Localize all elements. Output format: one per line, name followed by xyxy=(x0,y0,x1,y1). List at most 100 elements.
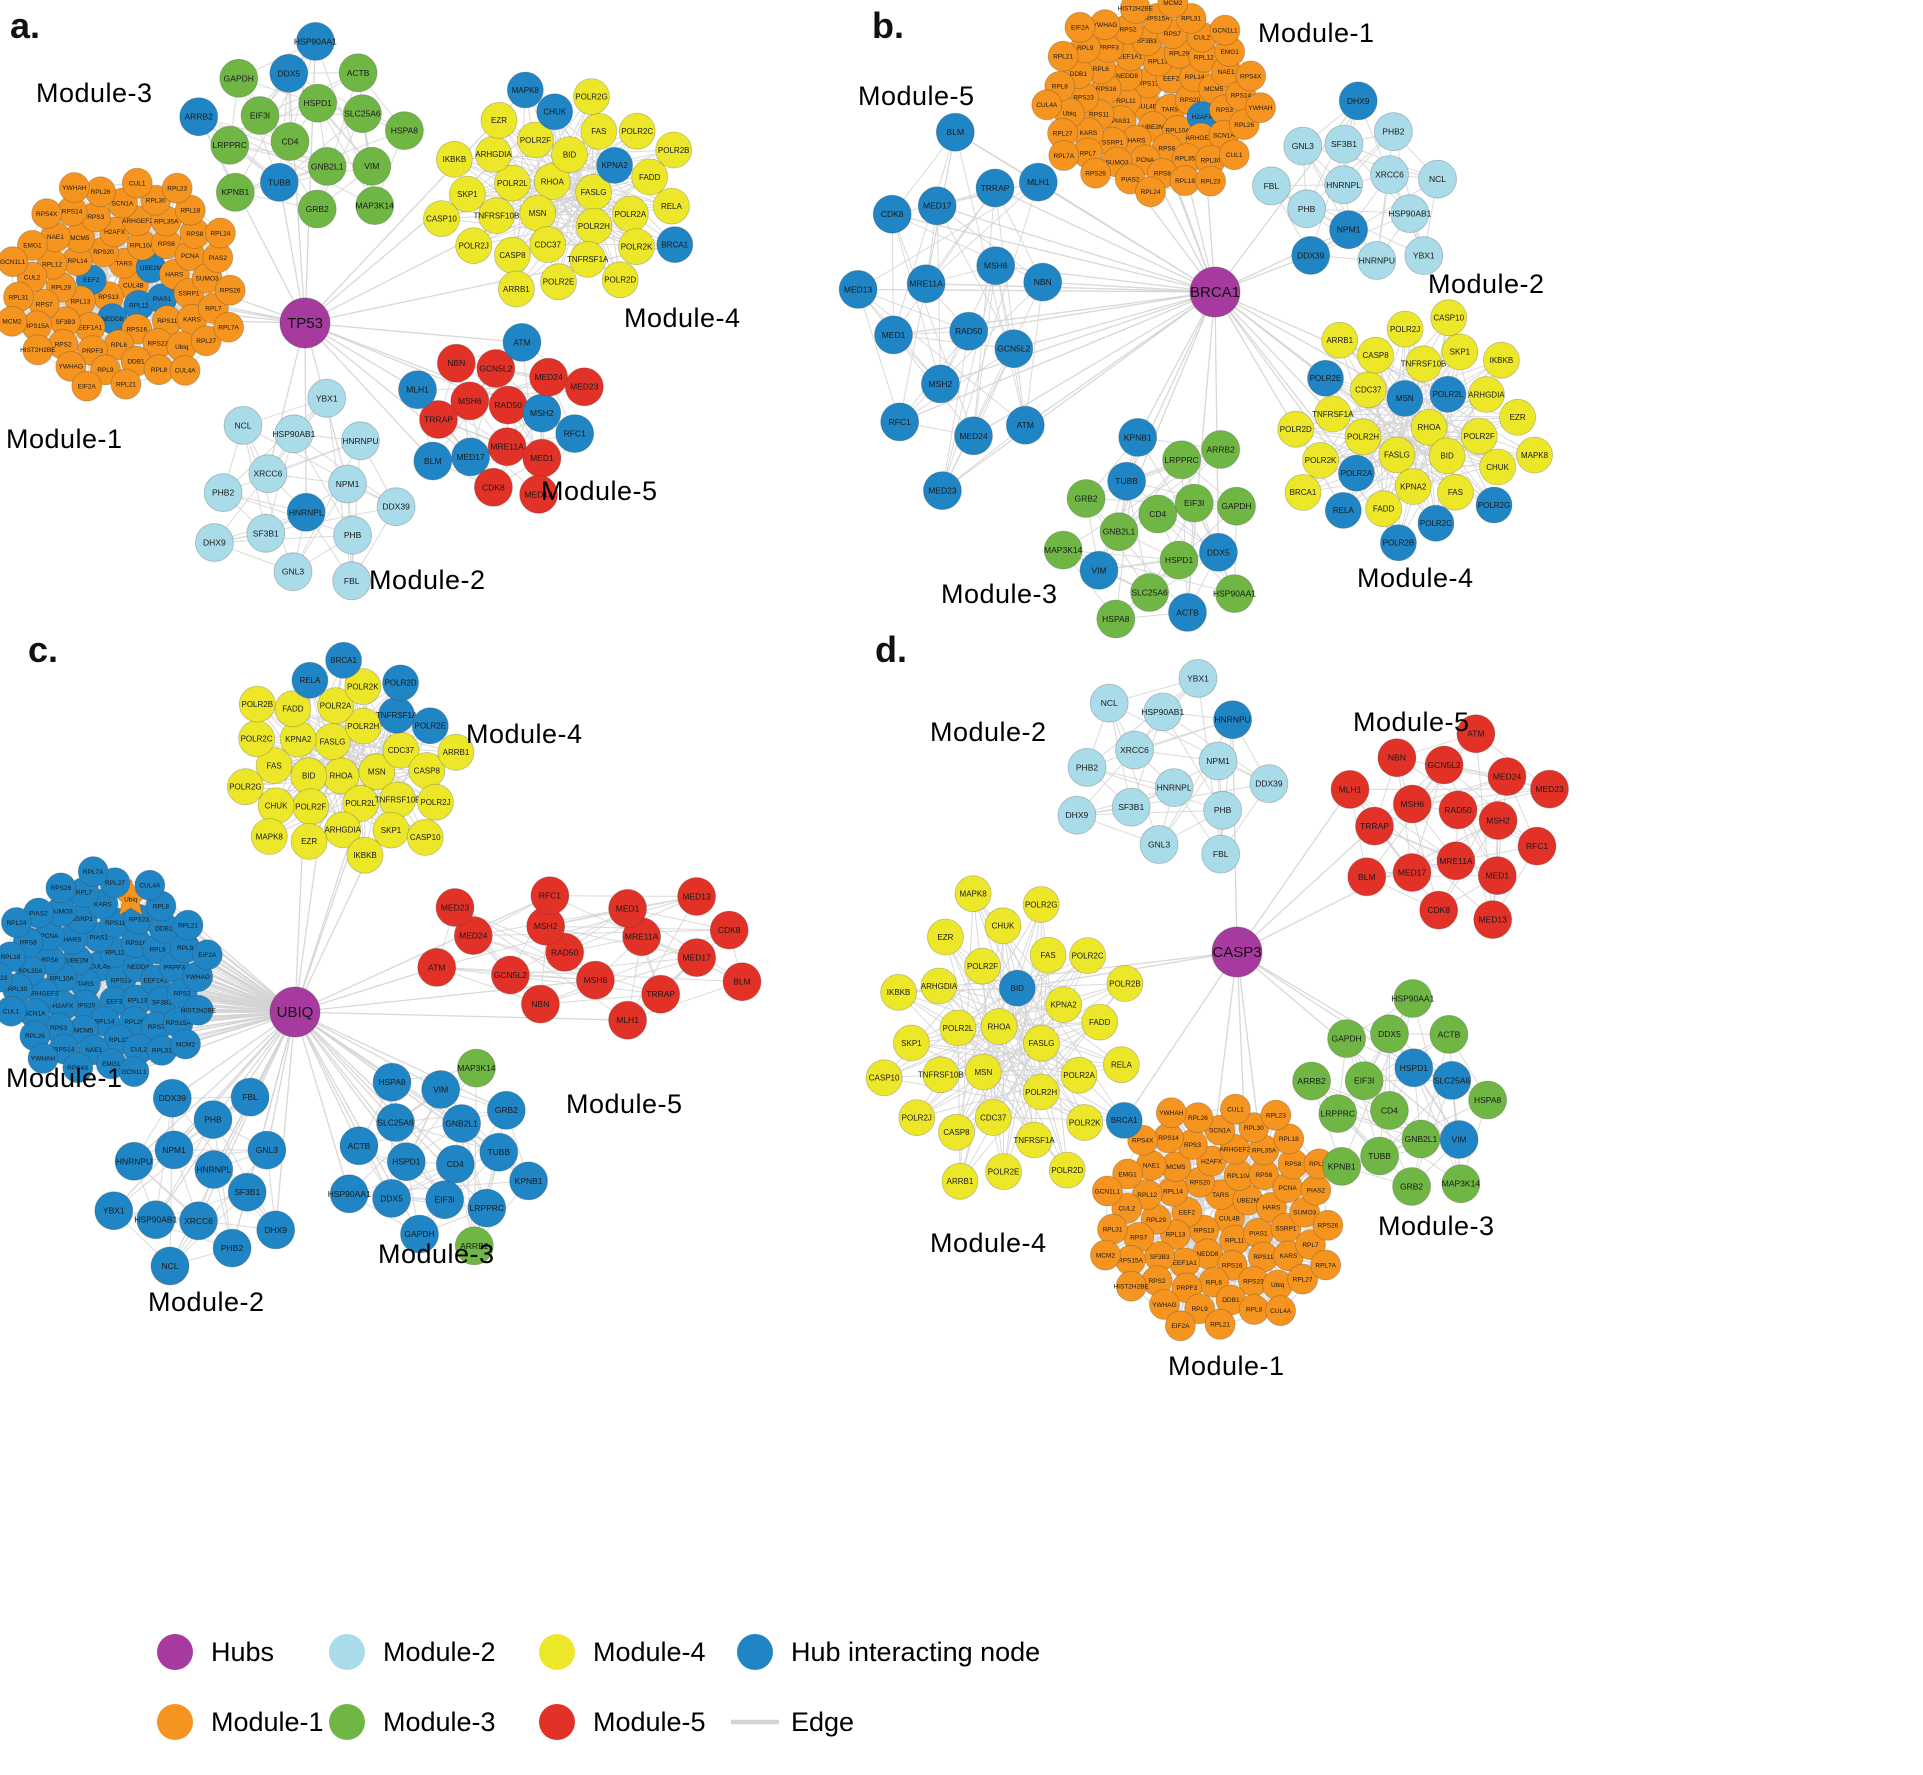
network-node[interactable]: FAS xyxy=(580,112,618,150)
network-node[interactable]: POLR2C xyxy=(1417,504,1455,542)
network-node[interactable]: RAD50 xyxy=(949,311,989,351)
network-node[interactable]: CDK8 xyxy=(709,910,749,950)
network-node[interactable]: NBN xyxy=(521,984,560,1024)
network-node[interactable]: CD4 xyxy=(1138,494,1178,534)
network-node[interactable]: SKP1 xyxy=(893,1024,930,1062)
network-node[interactable]: HSP90AA1 xyxy=(1213,574,1256,613)
network-node[interactable]: MED17 xyxy=(451,437,491,477)
network-node[interactable]: GAPDH xyxy=(1327,1019,1366,1058)
network-node[interactable]: ATM xyxy=(1005,405,1045,445)
network-node[interactable]: MAP3K14 xyxy=(456,1048,496,1088)
network-node[interactable]: ARHGDIA xyxy=(475,135,512,173)
network-node[interactable]: BRCA1 xyxy=(656,226,694,264)
network-node[interactable]: RPL31 xyxy=(1097,1213,1128,1245)
network-node[interactable]: POLR2B xyxy=(655,131,693,169)
network-node[interactable]: DDX39 xyxy=(152,1078,192,1118)
network-node[interactable]: KPNB1 xyxy=(215,172,255,212)
network-node[interactable]: DDX5 xyxy=(1199,532,1238,572)
network-node[interactable]: HSP90AB1 xyxy=(1388,194,1432,234)
network-node[interactable]: MED17 xyxy=(1392,853,1432,892)
network-node[interactable]: CHUK xyxy=(257,787,295,825)
network-node[interactable]: MED24 xyxy=(529,357,568,397)
network-node[interactable]: FBL xyxy=(332,561,372,601)
network-node[interactable]: POLR2E xyxy=(985,1153,1022,1190)
network-node[interactable]: RELA xyxy=(653,187,690,225)
network-node[interactable]: HSP90AB1 xyxy=(272,414,316,454)
network-node[interactable]: MLH1 xyxy=(608,1000,647,1040)
network-node[interactable]: KPNA2 xyxy=(1394,468,1432,505)
network-node[interactable]: MED1 xyxy=(1477,856,1517,895)
network-node[interactable]: CASP10 xyxy=(406,819,444,856)
network-node[interactable]: GCN5L2 xyxy=(476,349,516,388)
network-node[interactable]: FASLG xyxy=(575,173,612,211)
network-node[interactable]: PHB xyxy=(193,1100,233,1139)
network-node[interactable]: POLR2L xyxy=(494,164,531,202)
network-node[interactable]: POLR2D xyxy=(1277,410,1315,448)
network-node[interactable]: VIM xyxy=(1439,1120,1479,1159)
network-node[interactable]: POLR2J xyxy=(1386,310,1424,348)
network-node[interactable]: CASP8 xyxy=(494,236,531,274)
network-node[interactable]: CUL1 xyxy=(0,995,27,1027)
network-node[interactable]: RPL7A xyxy=(1048,140,1080,171)
network-node[interactable]: YBX1 xyxy=(94,1191,134,1231)
network-node[interactable]: PHB2 xyxy=(212,1228,252,1268)
network-node[interactable]: ARRB2 xyxy=(1292,1061,1331,1101)
network-node[interactable]: GCN1L1 xyxy=(118,1056,150,1087)
network-node[interactable]: RPL21 xyxy=(110,368,142,400)
network-node[interactable]: MSN xyxy=(519,194,557,232)
network-node[interactable]: MRE11A xyxy=(487,427,527,467)
network-node[interactable]: POLR2D xyxy=(601,261,639,299)
network-node[interactable]: CHUK xyxy=(1479,448,1516,486)
network-node[interactable]: POLR2J xyxy=(417,783,454,821)
network-node[interactable]: NPM1 xyxy=(1329,210,1368,250)
network-node[interactable]: FASLG xyxy=(314,723,351,760)
network-node[interactable]: TNFRSF10B xyxy=(474,197,520,235)
network-node[interactable]: HSP90AB1 xyxy=(1141,692,1184,732)
network-node[interactable]: HSPD1 xyxy=(1159,540,1199,580)
network-node[interactable]: SLC25A6 xyxy=(1432,1061,1472,1100)
network-node[interactable]: RAD50 xyxy=(488,385,528,425)
network-node[interactable]: MED17 xyxy=(917,186,957,226)
network-node[interactable]: HNRNPL xyxy=(194,1150,234,1189)
network-node[interactable]: CDK8 xyxy=(1419,890,1459,930)
network-node[interactable]: EIF2A xyxy=(71,370,103,402)
network-node[interactable]: POLR2H xyxy=(1344,418,1382,456)
network-node[interactable]: BLM xyxy=(1347,857,1387,897)
network-node[interactable]: GCN5L2 xyxy=(994,329,1034,369)
network-node[interactable]: CUL4A xyxy=(1265,1295,1296,1326)
network-node[interactable]: POLR2L xyxy=(1429,375,1467,413)
network-node[interactable]: POLR2C xyxy=(618,112,656,150)
network-node[interactable]: MLH1 xyxy=(398,370,437,410)
network-node[interactable]: GCN1L1 xyxy=(1091,1175,1123,1207)
network-node[interactable]: POLR2D xyxy=(382,664,420,702)
network-node[interactable]: GCN1L1 xyxy=(1209,14,1241,46)
network-node[interactable]: POLR2D xyxy=(1048,1151,1086,1189)
network-node[interactable]: BID xyxy=(998,969,1036,1007)
network-node[interactable]: RPL21 xyxy=(172,909,204,941)
network-node[interactable]: EIF3I xyxy=(1174,483,1214,523)
network-node[interactable]: EZR xyxy=(927,918,964,956)
network-node[interactable]: XRCC6 xyxy=(1370,155,1409,195)
network-node[interactable]: MAP3K14 xyxy=(355,186,395,226)
network-node[interactable]: MLH1 xyxy=(1330,770,1370,809)
network-node[interactable]: FBL xyxy=(230,1077,270,1117)
network-node[interactable]: BLM xyxy=(413,441,453,481)
network-node[interactable]: TRRAP xyxy=(641,974,681,1014)
network-node[interactable]: MAP3K14 xyxy=(1441,1164,1481,1204)
network-node[interactable]: CDC37 xyxy=(529,226,567,263)
network-node[interactable]: POLR2A xyxy=(612,195,649,233)
network-node[interactable]: TNFRSF1A xyxy=(376,696,418,734)
network-node[interactable]: SF3B1 xyxy=(1111,787,1151,827)
network-node[interactable]: NCL xyxy=(1418,159,1457,199)
network-node[interactable]: PHB xyxy=(1287,189,1326,229)
network-node[interactable]: NBN xyxy=(1023,262,1063,302)
network-node[interactable]: RPL26 xyxy=(85,176,116,208)
network-node[interactable]: RFC1 xyxy=(555,414,595,454)
network-node[interactable]: TNFRSF1A xyxy=(567,240,609,278)
network-node[interactable]: RPL7A xyxy=(213,311,245,343)
network-node[interactable]: POLR2K xyxy=(1302,441,1339,479)
network-node[interactable]: MED13 xyxy=(519,474,558,514)
network-node[interactable]: GAPDH xyxy=(1217,486,1256,526)
network-node[interactable]: KPNB1 xyxy=(1322,1147,1362,1186)
network-node[interactable]: CDC37 xyxy=(1349,371,1387,409)
